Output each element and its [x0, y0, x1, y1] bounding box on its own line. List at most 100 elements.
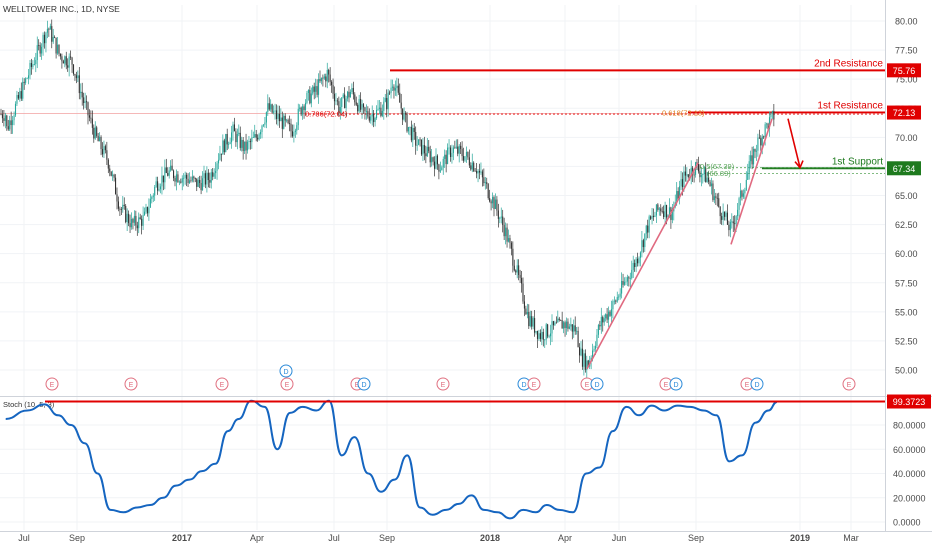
candle-body [161, 175, 163, 187]
price-tag [887, 63, 921, 78]
candle-body [521, 277, 523, 284]
candle-body [532, 318, 534, 327]
candle-body [287, 119, 289, 124]
candle-body [387, 92, 389, 110]
x-tick-label: Mar [843, 533, 859, 543]
candle-body [506, 227, 508, 242]
candle-body [535, 331, 537, 333]
candle-body [112, 174, 114, 176]
candle-body [503, 224, 505, 237]
candle-body [571, 324, 573, 332]
candle-body [609, 311, 611, 316]
candle-body [122, 204, 124, 210]
candle-body [39, 45, 41, 54]
candle-body [255, 134, 257, 138]
candle-body [212, 172, 214, 177]
candle-body [419, 139, 421, 141]
candle-body [273, 111, 275, 113]
candle-body [748, 161, 750, 173]
event-marker-label: E [441, 382, 446, 389]
candle-body [603, 318, 605, 323]
candle-body [12, 120, 14, 126]
candle-body [248, 141, 250, 143]
candle-body [178, 181, 180, 183]
candle-body [222, 140, 224, 155]
candle-body [684, 171, 686, 176]
candle-body [557, 318, 559, 323]
candle-body [402, 108, 404, 120]
candle-body [381, 110, 383, 117]
event-marker-label: E [664, 382, 669, 389]
candle-body [49, 26, 51, 30]
candle-body [621, 281, 623, 294]
candle-body [539, 333, 541, 340]
candle-body [303, 106, 305, 111]
candle-body [331, 81, 333, 86]
candle-body [383, 101, 385, 111]
candle-body [438, 164, 440, 172]
candle-body [606, 314, 608, 320]
candle-body [297, 108, 299, 126]
candle-body [455, 146, 457, 148]
candle-body [667, 215, 669, 218]
candle-body [152, 195, 154, 198]
candle-body [360, 98, 362, 110]
candle-body [594, 345, 597, 349]
event-marker-label: E [220, 382, 225, 389]
fib-annotation: 0.786(72.04) [305, 110, 348, 119]
x-tick-label: Jul [18, 533, 30, 543]
candle-body [552, 321, 554, 326]
candle-body [171, 165, 173, 171]
candle-body [373, 113, 375, 123]
candle-body [335, 100, 337, 102]
candle-body [642, 240, 644, 248]
candle-body [631, 269, 633, 279]
candle-body [1, 114, 3, 119]
candle-body [768, 117, 771, 130]
candle-body [291, 131, 293, 137]
candle-body [32, 64, 34, 67]
candle-body [180, 181, 182, 183]
candle-body [538, 333, 540, 339]
candle-body [86, 101, 88, 103]
candle-body [58, 44, 60, 54]
candle-body [155, 181, 157, 188]
candle-body [265, 112, 267, 123]
candle-body [6, 115, 8, 127]
candle-body [252, 137, 254, 138]
candle-body [300, 107, 302, 115]
candle-body [220, 153, 222, 155]
candle-body [226, 133, 228, 145]
event-marker-label: E [532, 382, 537, 389]
candle-body [686, 174, 688, 176]
candle-body [104, 146, 106, 151]
candle-body [703, 168, 705, 175]
candle-body [26, 78, 28, 80]
x-tick-label: 2017 [172, 533, 192, 543]
x-tick-label: 2018 [480, 533, 500, 543]
candle-body [188, 180, 191, 183]
candle-body [374, 118, 376, 123]
candle-body [99, 136, 101, 142]
candle-body [194, 178, 196, 179]
candle-body [400, 102, 402, 109]
candle-body [14, 103, 17, 116]
candle-body [228, 143, 230, 145]
candle-body [529, 316, 531, 327]
candle-body [209, 180, 211, 183]
candle-body [277, 113, 279, 119]
candle-body [420, 139, 423, 155]
candle-body [716, 197, 718, 199]
candle-body [671, 211, 673, 220]
candle-body [129, 223, 131, 228]
candle-body [528, 311, 530, 327]
candle-body [677, 191, 679, 199]
candle-body [680, 179, 682, 187]
candle-body [54, 36, 56, 38]
level-label: 2nd Resistance [814, 58, 883, 69]
candle-body [299, 107, 301, 109]
candle-body [75, 75, 77, 79]
candle-body [296, 125, 298, 131]
candle-body [202, 178, 204, 191]
candle-body [712, 183, 714, 201]
